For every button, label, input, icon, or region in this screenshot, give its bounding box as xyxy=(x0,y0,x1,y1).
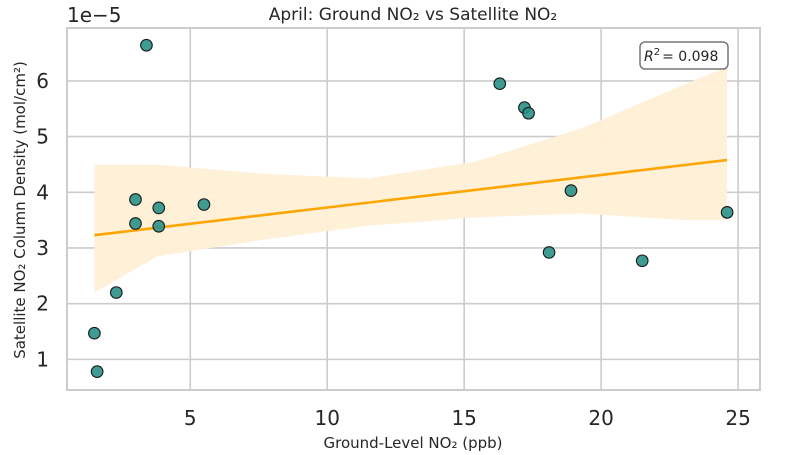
data-point xyxy=(720,205,734,219)
data-point xyxy=(197,198,211,211)
r2-annotation: R2 = 0.098 xyxy=(644,47,718,65)
data-point xyxy=(129,193,142,206)
data-point xyxy=(522,106,535,120)
confidence-band xyxy=(94,66,728,293)
chart-title: April: Ground NO₂ vs Satellite NO₂ xyxy=(269,5,558,25)
r2-annotation-box xyxy=(639,41,729,70)
y-tick-label: 5 xyxy=(36,125,49,149)
regression-line xyxy=(94,158,728,237)
data-point xyxy=(88,326,101,340)
plot-frame xyxy=(66,27,761,391)
x-axis-title: Ground-Level NO₂ (ppb) xyxy=(323,434,502,452)
y-axis-title: Satellite NO₂ Column Density (mol/cm²) xyxy=(11,61,29,359)
data-point xyxy=(493,77,507,91)
x-tick-label: 15 xyxy=(451,406,476,430)
x-tick-label: 20 xyxy=(588,406,613,430)
x-tick-label: 5 xyxy=(184,406,197,430)
data-point xyxy=(152,201,166,215)
y-tick-label: 4 xyxy=(36,180,49,204)
data-point xyxy=(90,365,104,378)
data-point xyxy=(140,38,153,52)
y-tick-label: 3 xyxy=(36,236,49,260)
y-offset-label: 1e−5 xyxy=(67,3,122,27)
data-point xyxy=(109,286,123,299)
data-point xyxy=(564,184,578,197)
plot-area: 5 10 15 20 25 1 2 3 4 5 6 R2 = 0.098 xyxy=(36,27,761,430)
y-tick-label: 2 xyxy=(36,292,49,316)
data-point xyxy=(542,246,556,259)
data-point xyxy=(129,217,142,230)
x-tick-label: 25 xyxy=(725,406,750,430)
y-tick-label: 1 xyxy=(36,347,49,371)
x-tick-label: 10 xyxy=(314,406,339,430)
data-point xyxy=(152,219,166,233)
y-tick-label: 6 xyxy=(36,69,49,93)
data-point xyxy=(635,254,649,268)
